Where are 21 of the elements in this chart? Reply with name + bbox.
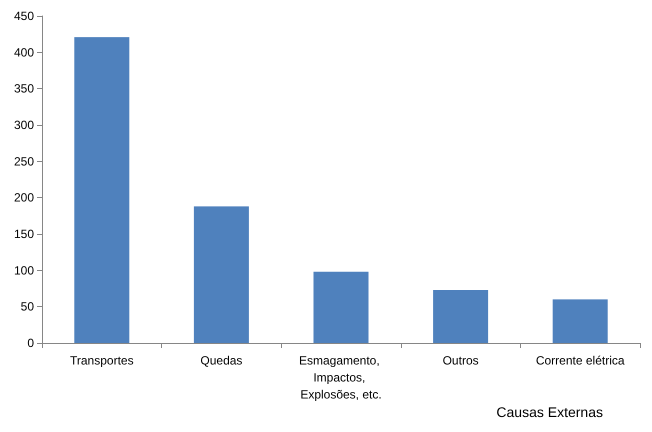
y-tick-label: 450 <box>14 9 34 23</box>
y-tick-label: 0 <box>27 336 34 350</box>
y-tick-label: 400 <box>14 45 34 60</box>
bar <box>74 37 130 343</box>
x-tick-label: Corrente elétrica <box>536 354 625 368</box>
x-axis-title: Causas Externas <box>496 404 604 420</box>
bar <box>552 299 608 343</box>
x-tick-label: Outros <box>442 354 479 368</box>
y-tick-label: 50 <box>20 300 34 314</box>
x-tick-label: Transportes <box>70 354 134 368</box>
bar <box>194 206 249 343</box>
y-tick-label: 150 <box>14 227 34 241</box>
x-tick-label: Esmagamento, Impactos, Explosões, etc. <box>298 354 384 402</box>
y-tick-label: 200 <box>14 190 34 205</box>
x-tick-label: Quedas <box>200 354 242 368</box>
y-tick-label: 250 <box>14 154 34 168</box>
bar <box>433 290 488 343</box>
y-tick-label: 350 <box>14 82 34 96</box>
y-tick-label: 300 <box>14 118 34 132</box>
bar <box>313 272 369 343</box>
y-tick-label: 100 <box>14 263 34 278</box>
